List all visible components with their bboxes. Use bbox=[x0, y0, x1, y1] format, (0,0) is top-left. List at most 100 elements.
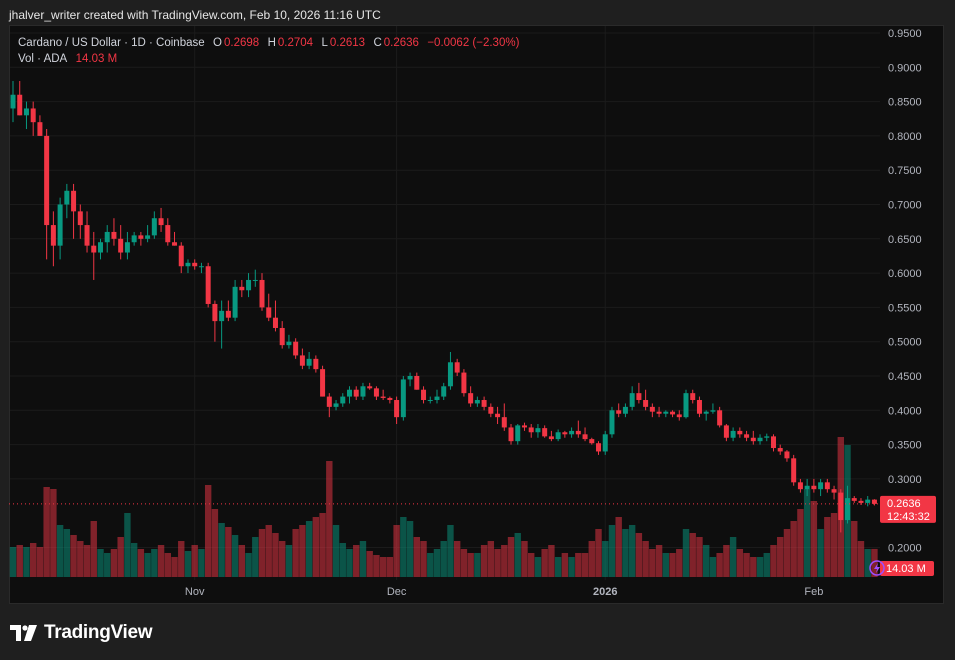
candle-body bbox=[138, 235, 144, 239]
candle-body bbox=[690, 393, 696, 401]
volume-bar bbox=[736, 549, 744, 577]
candle-body bbox=[831, 489, 837, 493]
volume-bar bbox=[528, 553, 535, 577]
candle-body bbox=[723, 425, 729, 438]
candle-body bbox=[293, 341, 299, 356]
volume-bar bbox=[231, 535, 239, 577]
candle-body bbox=[495, 413, 501, 418]
candle-body bbox=[71, 190, 77, 212]
candle-body bbox=[50, 225, 56, 246]
candle-body bbox=[347, 389, 352, 397]
volume-bar bbox=[218, 523, 225, 577]
price-tick-label: 0.2000 bbox=[888, 543, 922, 555]
volume-bar bbox=[164, 553, 171, 577]
candle-body bbox=[219, 310, 225, 322]
chart-panel[interactable] bbox=[9, 25, 944, 604]
volume-bar bbox=[662, 553, 670, 577]
candle-body bbox=[145, 235, 151, 239]
price-tick-label: 0.5500 bbox=[888, 302, 922, 314]
candle-body bbox=[91, 245, 97, 253]
candle-body bbox=[824, 482, 830, 490]
price-tick-label: 0.9500 bbox=[888, 28, 922, 40]
candle-body bbox=[622, 406, 628, 414]
volume-bar bbox=[729, 537, 737, 577]
volume-bar bbox=[440, 541, 447, 577]
volume-bar bbox=[406, 521, 414, 577]
volume-bar bbox=[171, 557, 178, 577]
candle-body bbox=[232, 286, 238, 318]
volume-bar bbox=[790, 521, 797, 577]
volume-bar bbox=[9, 547, 17, 577]
volume-label: Vol · ADA bbox=[18, 53, 68, 65]
open-value: 0.2698 bbox=[223, 37, 260, 49]
logo-text: TradingView bbox=[44, 622, 153, 643]
lightning-icon[interactable] bbox=[869, 560, 885, 576]
volume-bar bbox=[575, 553, 582, 577]
volume-bar bbox=[151, 549, 158, 577]
candle-body bbox=[299, 355, 305, 366]
volume-bar bbox=[50, 489, 57, 577]
volume-bar bbox=[770, 545, 777, 577]
volume-bar bbox=[379, 557, 387, 577]
price-tick-label: 0.8000 bbox=[888, 131, 922, 143]
volume-bar bbox=[279, 541, 286, 577]
candle-body bbox=[286, 341, 292, 346]
volume-bar bbox=[561, 553, 569, 577]
candle-body bbox=[656, 411, 662, 414]
candle-body bbox=[118, 238, 124, 253]
volume-bar bbox=[494, 549, 501, 577]
symbol-title[interactable]: Cardano / US Dollar · 1D · Coinbase bbox=[18, 37, 205, 49]
grid bbox=[10, 26, 880, 580]
candle-body bbox=[30, 108, 36, 123]
volume-bar bbox=[245, 553, 252, 577]
candle-body bbox=[151, 218, 157, 236]
volume-bar bbox=[83, 545, 91, 577]
candle-body bbox=[609, 410, 615, 435]
volume-bar bbox=[299, 525, 306, 577]
volume-bar bbox=[649, 549, 656, 577]
candle-body bbox=[596, 443, 602, 452]
volume-bar bbox=[521, 541, 528, 577]
candle-body bbox=[353, 389, 359, 397]
volume-bar bbox=[77, 541, 84, 577]
candle-body bbox=[474, 400, 480, 404]
candle-body bbox=[279, 327, 285, 346]
tradingview-logo[interactable]: TradingView bbox=[10, 622, 153, 644]
candle-body bbox=[380, 396, 386, 398]
volume-bar bbox=[258, 529, 266, 577]
current-price-label: 0.2636 bbox=[887, 498, 921, 510]
volume-bar bbox=[501, 545, 508, 577]
volume-bar bbox=[43, 487, 50, 577]
candle-body bbox=[320, 369, 326, 397]
volume-bar bbox=[487, 541, 495, 577]
candle-body bbox=[272, 317, 278, 328]
candle-body bbox=[481, 400, 487, 407]
candle-body bbox=[851, 498, 857, 501]
candle-body bbox=[77, 211, 83, 226]
volume-bar bbox=[817, 529, 824, 577]
candle-body bbox=[306, 358, 312, 366]
candle-body bbox=[427, 400, 433, 402]
candle-body bbox=[643, 400, 649, 407]
change-value: −0.0062 (−2.30%) bbox=[427, 37, 520, 49]
candle-body bbox=[744, 434, 750, 438]
volume-bar bbox=[104, 553, 111, 577]
volume-bar bbox=[292, 529, 299, 577]
volume-bar bbox=[453, 541, 461, 577]
volume-bar bbox=[393, 525, 400, 577]
candle-body bbox=[865, 499, 871, 503]
volume-bar bbox=[608, 525, 616, 577]
candle-body bbox=[871, 499, 877, 504]
candle-body bbox=[252, 279, 258, 281]
candle-body bbox=[407, 376, 413, 380]
volume-bar bbox=[541, 549, 548, 577]
volume-bar bbox=[130, 543, 138, 577]
volume-bar bbox=[480, 545, 488, 577]
candle-body bbox=[717, 410, 723, 426]
volume-bar bbox=[157, 545, 165, 577]
volume-bar bbox=[595, 529, 602, 577]
volume-bar bbox=[312, 517, 320, 577]
candle-body bbox=[387, 397, 393, 401]
time-tick-label: Dec bbox=[387, 586, 407, 598]
